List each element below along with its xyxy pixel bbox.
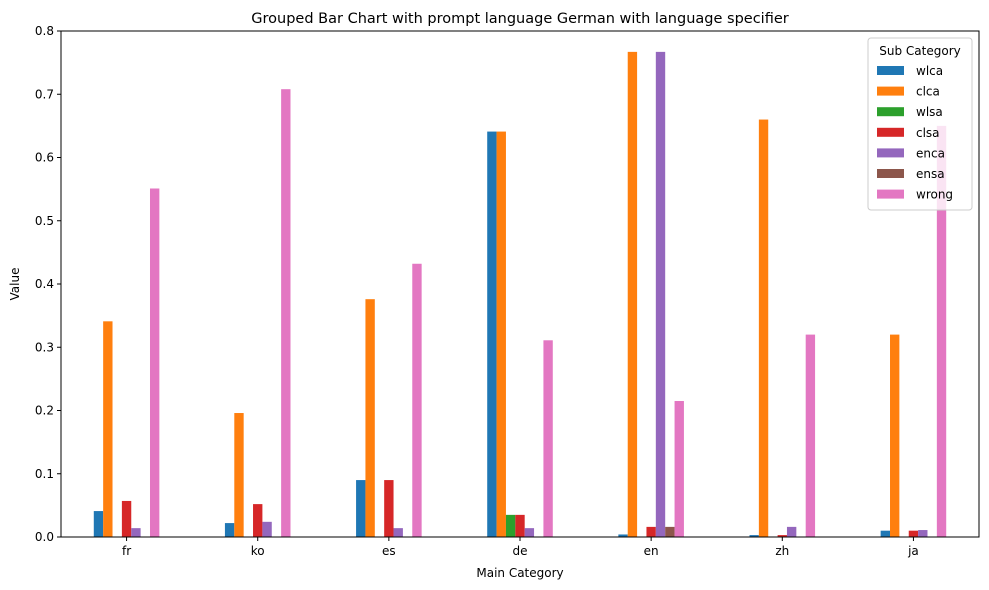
legend-swatch-clca: [877, 86, 904, 96]
bar-enca-ja: [918, 530, 928, 537]
bar-clca-en: [627, 51, 638, 538]
bar-enca-de: [524, 528, 535, 537]
legend-swatch-ensa: [877, 169, 904, 178]
x-tick-label: fr: [122, 544, 131, 558]
bar-clsa-ja: [908, 530, 919, 537]
y-axis-label: Value: [8, 268, 22, 301]
bar-clsa-de: [515, 514, 525, 537]
y-axis: 0.0 0.1 0.2 0.3 0.4 0.5 0.6 0.7 0.8: [35, 24, 61, 544]
legend-label-clca: clca: [916, 85, 940, 99]
bar-wrong-ja: [936, 125, 947, 537]
legend-label-ensa: ensa: [916, 167, 945, 181]
y-tick-label: 0.7: [35, 87, 54, 101]
bar-wlca-en: [618, 534, 628, 537]
legend-label-wlsa: wlsa: [916, 105, 943, 119]
legend-box: [867, 37, 973, 211]
bar-wlca-ko: [224, 523, 235, 537]
bar-clca-fr: [103, 321, 113, 537]
legend-label-enca: enca: [916, 146, 945, 160]
chart-title: Grouped Bar Chart with prompt language G…: [251, 11, 788, 27]
x-tick-label: es: [382, 544, 396, 558]
bar-ensa-en: [665, 526, 675, 537]
legend-swatch-wlsa: [877, 107, 904, 117]
bar-wlca-zh: [749, 535, 759, 537]
x-axis: fr ko es de en zh ja: [122, 537, 919, 558]
bar-clsa-es: [384, 480, 394, 537]
y-tick-label: 0.5: [35, 214, 54, 228]
bar-enca-en: [655, 51, 666, 538]
bar-enca-zh: [786, 526, 797, 537]
legend: Sub Category wlca clca wlsa clsa enca ensa wro…: [867, 37, 973, 211]
plot-frame: [60, 30, 980, 538]
y-tick-label: 0.1: [35, 467, 54, 481]
bar-clca-ko: [234, 413, 244, 537]
legend-swatch-clsa: [877, 127, 904, 137]
bar-wrong-es: [412, 263, 422, 537]
legend-label-clsa: clsa: [916, 126, 940, 140]
bar-clca-ja: [890, 334, 900, 537]
bar-wrong-fr: [149, 188, 160, 537]
legend-title: Sub Category: [879, 44, 960, 58]
y-tick-label: 0.6: [35, 151, 54, 165]
x-axis-label: Main Category: [476, 566, 563, 580]
bar-clsa-en: [646, 526, 656, 537]
y-tick-label: 0.2: [35, 404, 54, 418]
x-tick-label: ko: [251, 544, 265, 558]
bar-wlca-de: [487, 131, 497, 537]
bar-wrong-de: [543, 340, 553, 537]
bar-enca-fr: [131, 528, 141, 537]
legend-swatch-wrong: [877, 189, 904, 199]
bar-wlsa-de: [505, 514, 516, 537]
bar-wrong-zh: [805, 334, 816, 537]
x-tick-label: de: [513, 544, 528, 558]
bar-wrong-ko: [281, 89, 291, 537]
bar-clsa-ko: [253, 504, 263, 537]
bar-enca-es: [393, 528, 403, 537]
y-tick-label: 0.0: [35, 530, 54, 544]
bar-wrong-en: [674, 401, 684, 537]
legend-swatch-enca: [877, 148, 904, 158]
legend-swatch-wlca: [877, 66, 904, 75]
y-tick-label: 0.8: [35, 24, 54, 38]
bar-wlca-es: [356, 480, 366, 537]
bars-layer: [93, 51, 947, 538]
y-tick-label: 0.4: [35, 277, 54, 291]
bar-clca-de: [496, 131, 506, 537]
bar-clsa-fr: [121, 500, 132, 537]
bar-clsa-zh: [777, 535, 787, 537]
x-tick-label: en: [644, 544, 659, 558]
bar-clca-zh: [758, 119, 769, 538]
x-tick-label: zh: [775, 544, 789, 558]
bar-clca-es: [365, 299, 375, 537]
bar-wlca-fr: [93, 511, 104, 537]
y-tick-label: 0.3: [35, 340, 54, 354]
legend-label-wlca: wlca: [916, 64, 943, 78]
bar-wlca-ja: [880, 530, 891, 537]
x-tick-label: ja: [907, 544, 919, 558]
legend-label-wrong: wrong: [916, 188, 953, 202]
bar-enca-ko: [262, 521, 272, 537]
